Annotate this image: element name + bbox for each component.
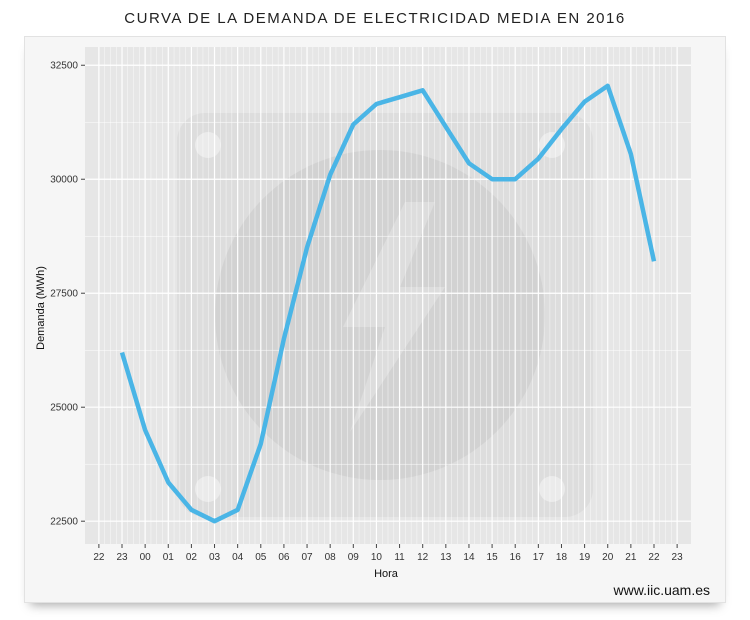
x-tick-label: 09 <box>348 552 360 563</box>
x-tick-label: 23 <box>116 552 128 563</box>
source-credit: www.iic.uam.es <box>613 582 710 598</box>
y-tick-label: 27500 <box>50 289 78 300</box>
chart-title: CURVA DE LA DEMANDA DE ELECTRICIDAD MEDI… <box>124 10 626 27</box>
x-tick-label: 15 <box>487 552 499 563</box>
y-axis-title: Demanda (MWh) <box>35 266 47 350</box>
x-tick-label: 00 <box>140 552 152 563</box>
watermark-hole-2 <box>195 476 221 502</box>
x-tick-label: 19 <box>579 552 591 563</box>
watermark-hole-0 <box>195 132 221 158</box>
x-tick-label: 06 <box>278 552 290 563</box>
x-tick-label: 03 <box>209 552 221 563</box>
x-tick-label: 17 <box>533 552 545 563</box>
y-tick-label: 25000 <box>50 403 78 414</box>
x-tick-label: 10 <box>371 552 383 563</box>
x-tick-label: 22 <box>648 552 660 563</box>
x-tick-label: 23 <box>672 552 684 563</box>
x-tick-label: 20 <box>602 552 614 563</box>
grid <box>85 47 691 544</box>
line-chart: 22500 25000 27500 30000 32500 22 23 00 01 02 03 04 0… <box>35 47 691 580</box>
watermark-hole-3 <box>539 476 565 502</box>
x-tick-label: 14 <box>463 552 475 563</box>
x-tick-label: 08 <box>325 552 337 563</box>
x-tick-label: 12 <box>417 552 429 563</box>
x-tick-label: 05 <box>255 552 267 563</box>
x-tick-label: 16 <box>510 552 522 563</box>
x-tick-label: 13 <box>440 552 452 563</box>
series <box>119 83 657 524</box>
x-tick-label: 07 <box>301 552 313 563</box>
watermark-logo <box>177 113 593 517</box>
y-tick-label: 32500 <box>50 61 78 72</box>
x-tick-label: 11 <box>394 552 405 563</box>
chart-card: 22500 25000 27500 30000 32500 22 23 00 01 02 03 04 0… <box>24 36 726 603</box>
x-tick-label: 04 <box>232 552 244 563</box>
series-line-0 <box>119 83 657 524</box>
x-tick-label: 18 <box>556 552 568 563</box>
y-tick-label: 30000 <box>50 175 78 186</box>
x-tick-label: 01 <box>163 552 175 563</box>
y-tick-label: 22500 <box>50 517 78 528</box>
x-axis-title: Hora <box>374 568 399 580</box>
x-tick-label: 02 <box>186 552 198 563</box>
x-tick-label: 21 <box>625 552 637 563</box>
axes: 22500 25000 27500 30000 32500 22 23 00 01 02 03 04 0… <box>50 61 683 563</box>
x-tick-label: 22 <box>93 552 105 563</box>
